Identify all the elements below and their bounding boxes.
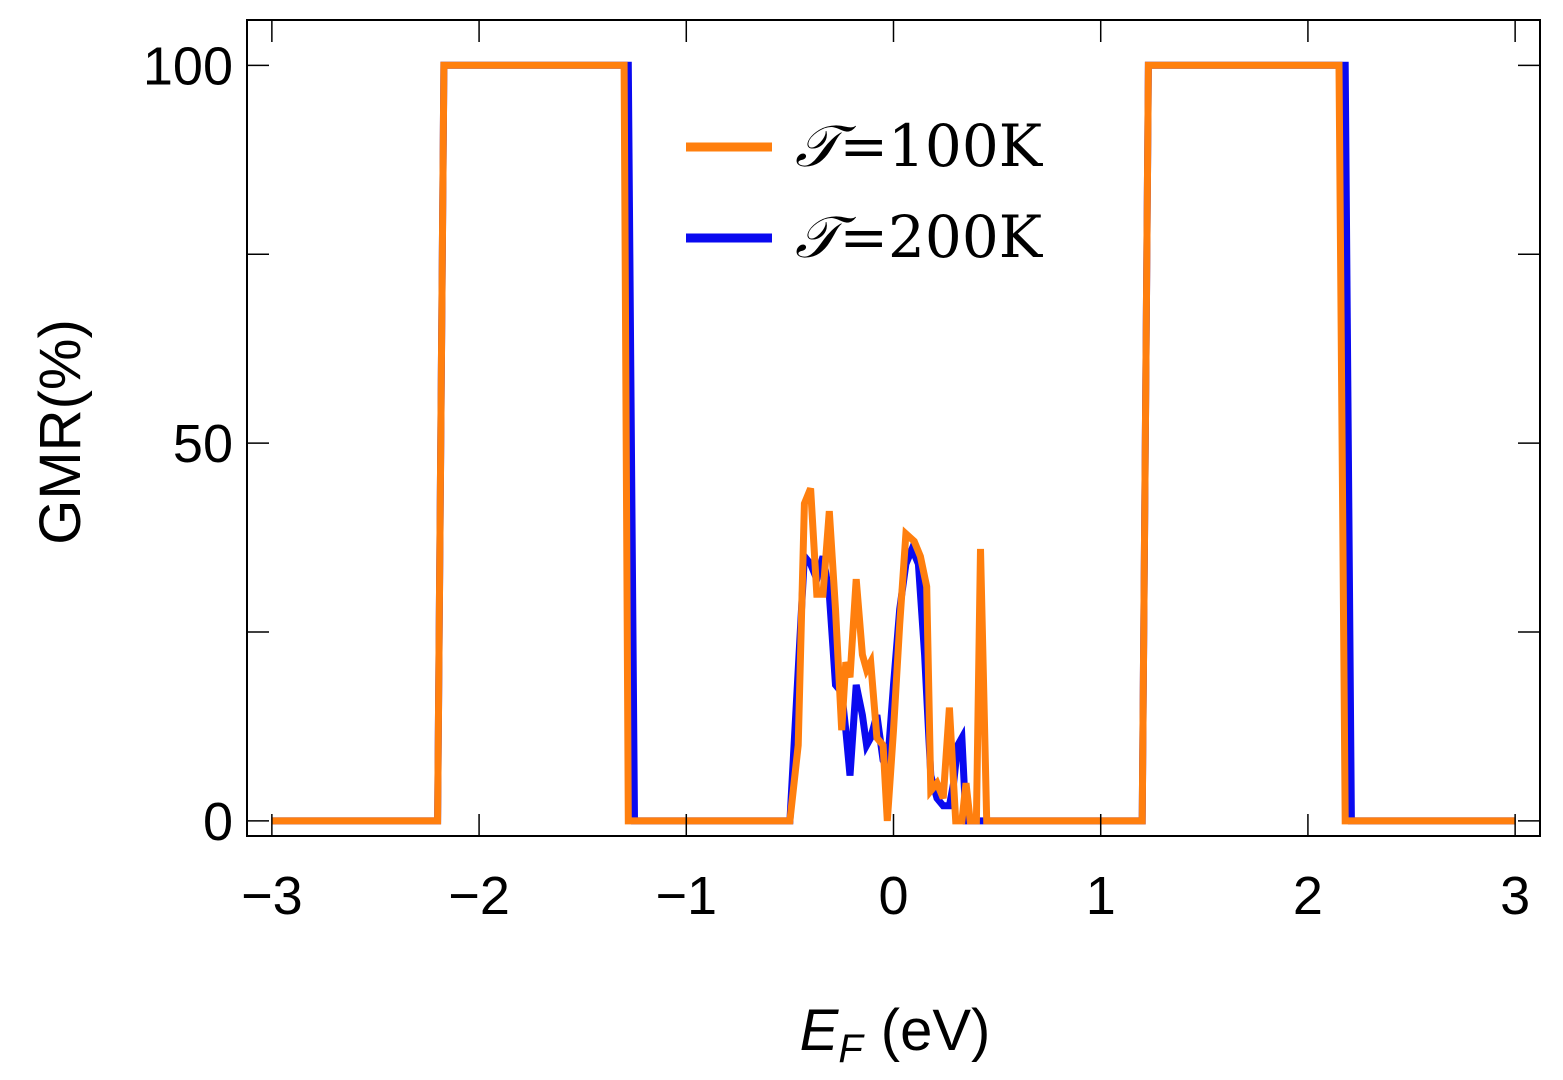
series-layer bbox=[271, 61, 1516, 825]
x-tick-label: 2 bbox=[1293, 866, 1323, 926]
x-tick-label: 3 bbox=[1500, 866, 1530, 926]
y-tick-label: 100 bbox=[143, 36, 233, 96]
x-axis-unit: (eV) bbox=[881, 998, 991, 1063]
legend: 𝒯=100K 𝒯=200K bbox=[686, 112, 1044, 271]
legend-value-100k: =100K bbox=[839, 112, 1043, 180]
y-tick-label: 50 bbox=[173, 414, 233, 474]
y-axis-title: GMR(%) bbox=[28, 319, 93, 545]
legend-label-100k: 𝒯=100K bbox=[795, 112, 1044, 180]
y-tick-label: 0 bbox=[203, 792, 233, 852]
legend-value-200k: =200K bbox=[839, 203, 1043, 271]
x-tick-label: −1 bbox=[655, 866, 717, 926]
x-tick-label: −3 bbox=[241, 866, 303, 926]
x-axis-symbol: E bbox=[800, 998, 840, 1063]
x-axis-subscript: F bbox=[838, 1027, 865, 1071]
x-axis-title: EF (eV) bbox=[800, 998, 991, 1071]
legend-label-200k: 𝒯=200K bbox=[795, 203, 1044, 271]
series-line-t-100k bbox=[271, 61, 1516, 825]
tick-layer bbox=[247, 20, 1540, 836]
x-tick-label: 1 bbox=[1086, 866, 1116, 926]
tick-label-layer: −3 −2 −1 0 1 2 3 0 50 100 bbox=[143, 36, 1530, 926]
x-tick-label: −2 bbox=[448, 866, 510, 926]
x-tick-label: 0 bbox=[878, 866, 908, 926]
